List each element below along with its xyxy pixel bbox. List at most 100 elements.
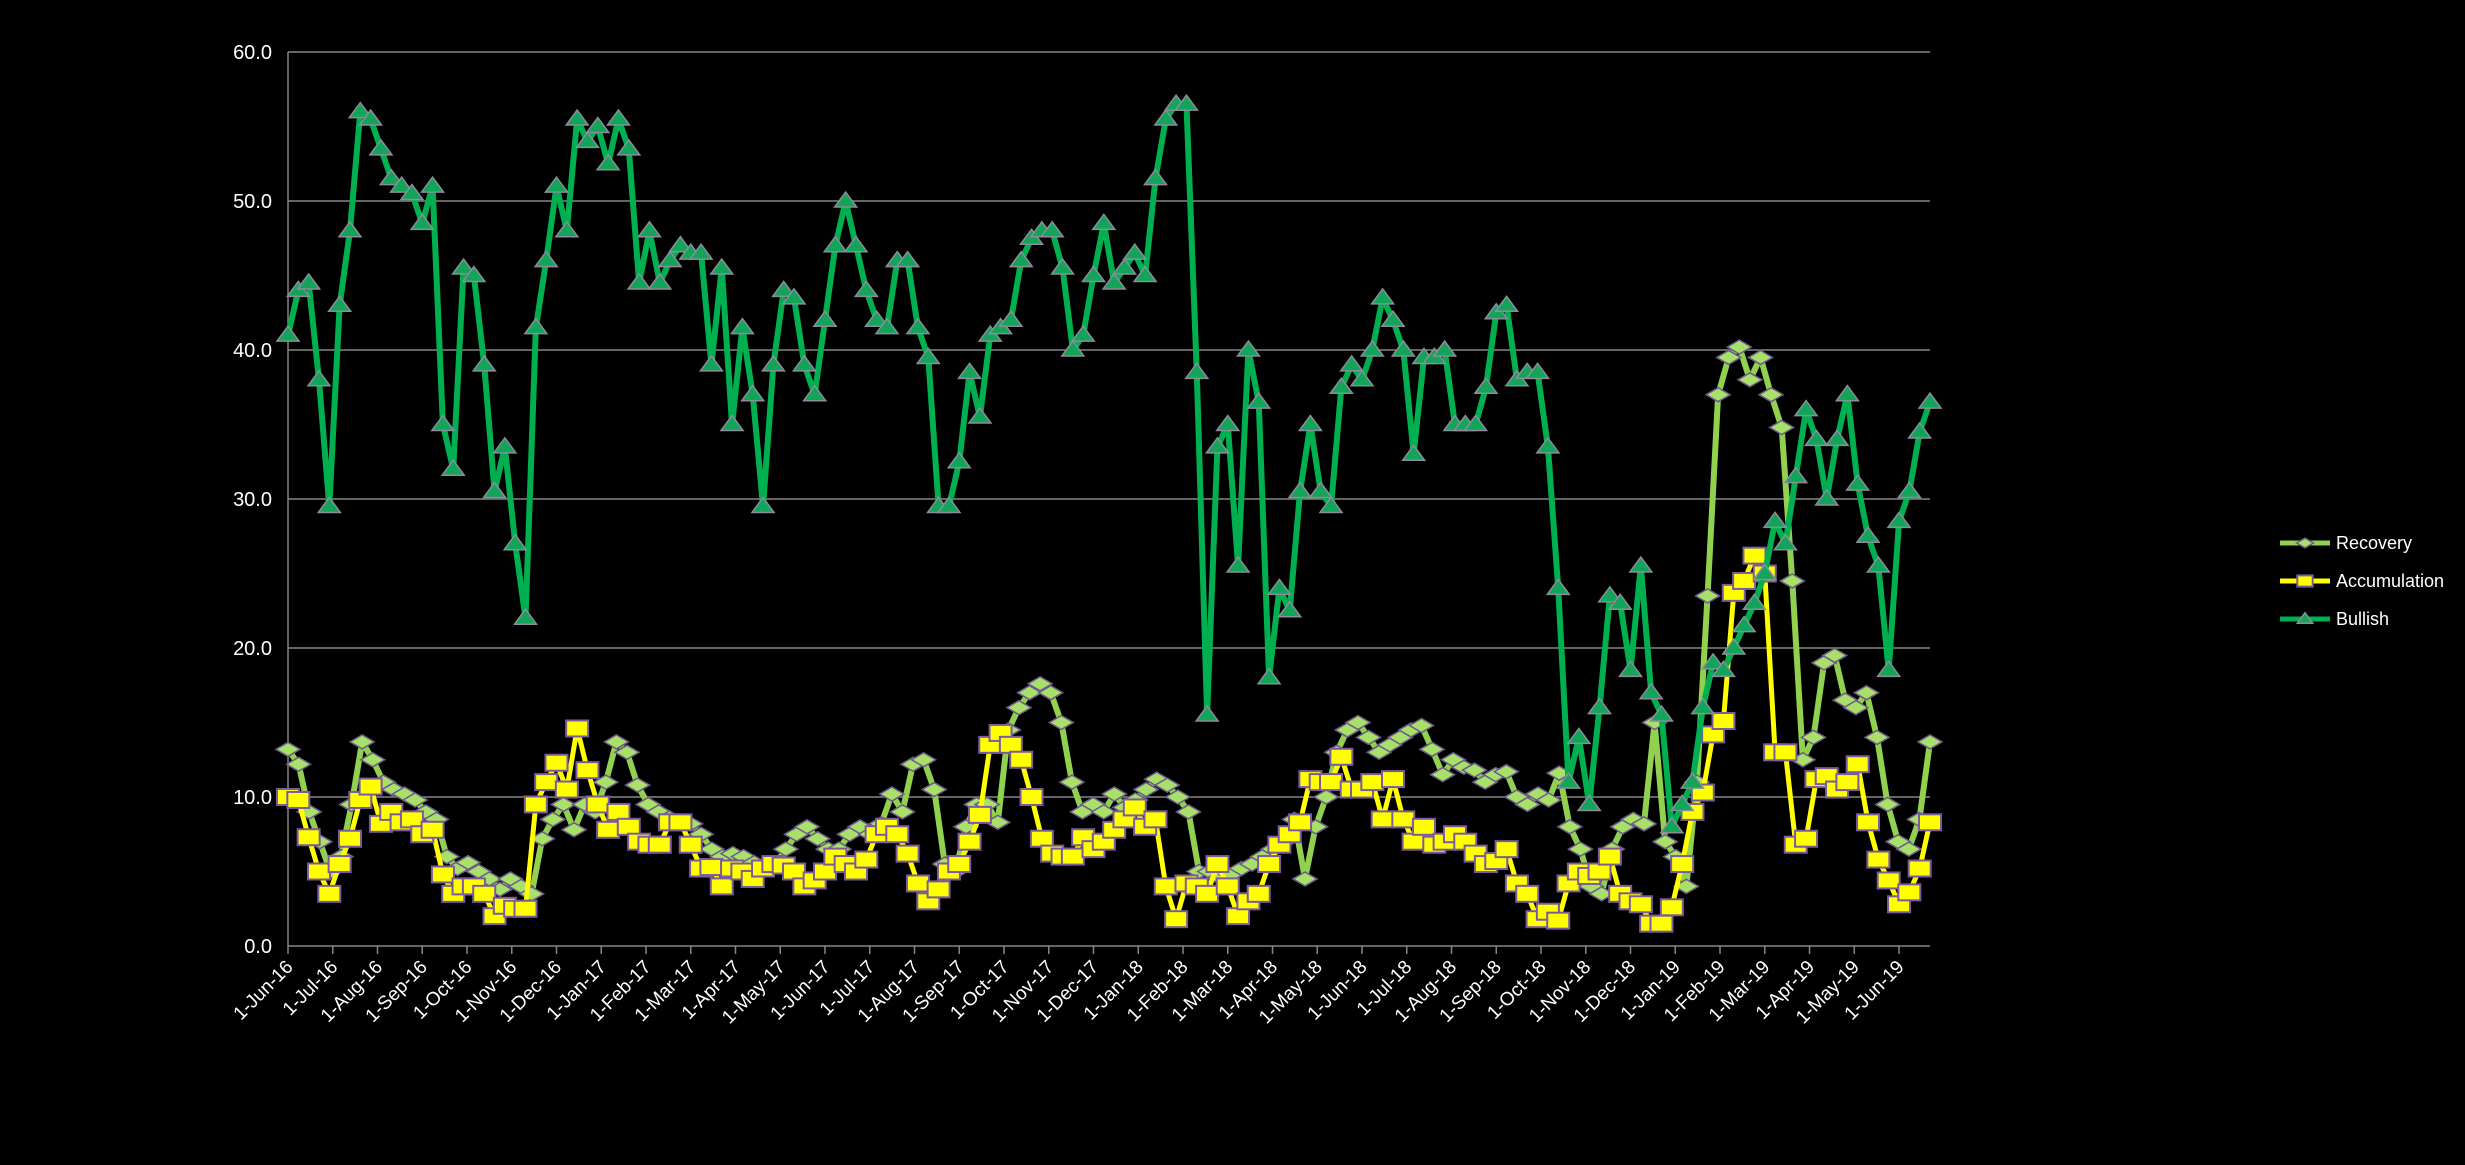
data-point-accumulation (1494, 840, 1519, 859)
data-point-bullish (1679, 771, 1705, 789)
data-point-bullish (1266, 578, 1292, 596)
data-point-recovery (592, 774, 620, 790)
data-point-bullish (1545, 578, 1571, 596)
data-point-accumulation (647, 835, 672, 854)
data-point-bullish (430, 414, 456, 432)
data-point-bullish (409, 213, 435, 231)
data-point-accumulation (1856, 813, 1881, 832)
data-point-accumulation (998, 735, 1023, 754)
data-point-recovery (1355, 729, 1383, 746)
data-point-bullish (1762, 511, 1788, 529)
data-point-recovery (1704, 386, 1732, 403)
data-point-bullish (1349, 369, 1375, 387)
data-point-accumulation (699, 858, 724, 877)
data-point-bullish (440, 458, 466, 476)
data-point-accumulation (1143, 810, 1168, 829)
data-point-recovery (1736, 371, 1764, 388)
data-point-bullish (316, 496, 342, 514)
data-point-accumulation (947, 855, 972, 874)
data-point-bullish (760, 354, 786, 372)
data-point-bullish (946, 451, 972, 469)
data-point-accumulation (596, 820, 621, 839)
data-point-accumulation (1319, 773, 1344, 792)
data-point-bullish (389, 175, 415, 193)
data-point-recovery (1513, 796, 1541, 813)
data-point-accumulation (1742, 546, 1767, 565)
data-point-bullish (1473, 376, 1499, 394)
data-point-recovery (1821, 647, 1849, 664)
data-point-bullish (1741, 593, 1767, 611)
data-point-recovery (1715, 349, 1743, 366)
data-point-bullish (575, 131, 600, 149)
data-point-recovery (602, 734, 630, 750)
data-point-accumulation (420, 820, 445, 839)
data-point-bullish (347, 101, 373, 119)
data-point-bullish (399, 183, 425, 201)
data-point-accumulation (1907, 859, 1932, 878)
data-point-bullish (337, 220, 363, 238)
data-point-recovery (910, 751, 938, 768)
data-point-recovery (1895, 841, 1923, 858)
data-point-bullish (1587, 697, 1613, 715)
data-point-recovery (1651, 833, 1679, 850)
data-point-bullish (1917, 391, 1943, 409)
data-point-bullish (1308, 481, 1334, 499)
data-point-accumulation (327, 855, 352, 874)
data-point-accumulation (1773, 743, 1798, 762)
data-point-accumulation (554, 780, 579, 799)
legend-item-recovery: Recovery (2280, 533, 2412, 553)
data-point-accumulation (306, 862, 331, 881)
data-point-accumulation (1866, 850, 1891, 869)
data-point-recovery (539, 811, 567, 828)
data-point-accumulation (1164, 910, 1189, 929)
data-point-accumulation (472, 884, 497, 903)
data-point-accumulation (926, 880, 951, 899)
data-point-accumulation (813, 862, 838, 881)
data-point-bullish (1494, 295, 1520, 313)
data-point-bullish (1359, 339, 1385, 357)
data-point-recovery (793, 818, 821, 835)
data-point-recovery (401, 792, 429, 808)
data-point-accumulation (905, 874, 930, 893)
data-point-recovery (1556, 818, 1584, 835)
data-point-accumulation (1670, 855, 1695, 874)
data-point-bullish (812, 309, 838, 327)
data-point-recovery (1174, 804, 1202, 820)
data-point-accumulation (1515, 884, 1540, 903)
data-point-accumulation (544, 753, 569, 772)
data-point-recovery (348, 734, 376, 750)
data-point-bullish (420, 175, 446, 193)
data-point-bullish (544, 175, 569, 193)
y-tick-label: 60.0 (233, 42, 272, 64)
data-point-bullish (378, 168, 404, 186)
data-point-recovery (528, 830, 556, 847)
data-point-bullish (1638, 682, 1664, 700)
y-tick-label: 20.0 (233, 638, 272, 660)
data-point-bullish (1535, 436, 1561, 454)
data-point-accumulation (1029, 829, 1054, 848)
data-point-bullish (1710, 660, 1736, 678)
data-point-bullish (740, 384, 766, 402)
data-point-accumulation (1587, 862, 1612, 881)
data-point-bullish (368, 138, 394, 156)
data-point-bullish (1122, 242, 1148, 260)
data-point-bullish (1101, 272, 1127, 290)
data-point-bullish (1886, 511, 1912, 529)
data-point-recovery (359, 751, 387, 768)
data-point-bullish (1235, 339, 1261, 357)
legend-marker-square-icon (2296, 574, 2314, 588)
data-point-accumulation (1060, 847, 1085, 866)
data-point-bullish (1525, 362, 1551, 380)
data-point-accumulation (1597, 847, 1622, 866)
data-point-bullish (502, 533, 528, 551)
data-point-bullish (1401, 444, 1427, 462)
data-point-accumulation (885, 825, 910, 844)
data-point-recovery (1492, 763, 1520, 780)
data-point-accumulation (1257, 855, 1282, 874)
data-point-accumulation (1546, 911, 1571, 930)
data-point-accumulation (1009, 750, 1034, 769)
data-point-accumulation (1628, 895, 1653, 914)
data-point-bullish (667, 235, 693, 253)
data-point-bullish (874, 317, 900, 335)
